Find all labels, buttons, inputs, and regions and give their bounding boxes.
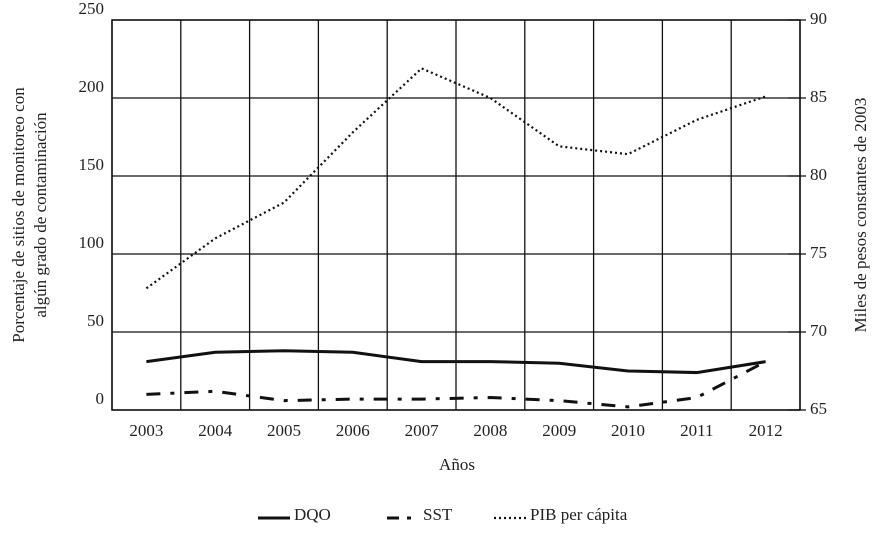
y-tick-label: 200	[79, 77, 105, 96]
x-tick-label: 2012	[749, 421, 783, 440]
x-tick-label: 2010	[611, 421, 645, 440]
y2-tick-label: 75	[810, 243, 827, 262]
x-tick-label: 2006	[336, 421, 370, 440]
y2-tick-label: 85	[810, 87, 827, 106]
x-tick-label: 2009	[542, 421, 576, 440]
y-tick-label: 50	[87, 311, 104, 330]
y-axis-label: algún grado de contaminación	[31, 112, 50, 318]
y2-axis-label: Miles de pesos constantes de 2003	[851, 98, 870, 333]
y2-tick-label: 65	[810, 399, 827, 418]
legend-label: PIB per cápita	[530, 505, 628, 524]
plot-frame	[111, 19, 801, 411]
y-tick-label: 150	[79, 155, 105, 174]
x-tick-label: 2008	[473, 421, 507, 440]
y-axis-label: Porcentaje de sitios de monitoreo con	[9, 87, 28, 343]
legend-label: SST	[423, 505, 453, 524]
series-line	[146, 349, 766, 375]
x-tick-label: 2004	[198, 421, 233, 440]
y-tick-label: 250	[79, 0, 105, 18]
y-tick-label: 100	[79, 233, 105, 252]
y2-tick-label: 90	[810, 9, 827, 28]
x-tick-label: 2003	[129, 421, 163, 440]
x-tick-label: 2011	[680, 421, 713, 440]
y2-tick-label: 80	[810, 165, 827, 184]
legend-label: DQO	[294, 505, 331, 524]
series-line	[145, 67, 766, 290]
series-line	[146, 360, 767, 409]
x-tick-label: 2007	[405, 421, 440, 440]
x-axis-label: Años	[439, 455, 475, 474]
x-tick-label: 2005	[267, 421, 301, 440]
y-tick-label: 0	[96, 389, 105, 408]
y2-tick-label: 70	[810, 321, 827, 340]
